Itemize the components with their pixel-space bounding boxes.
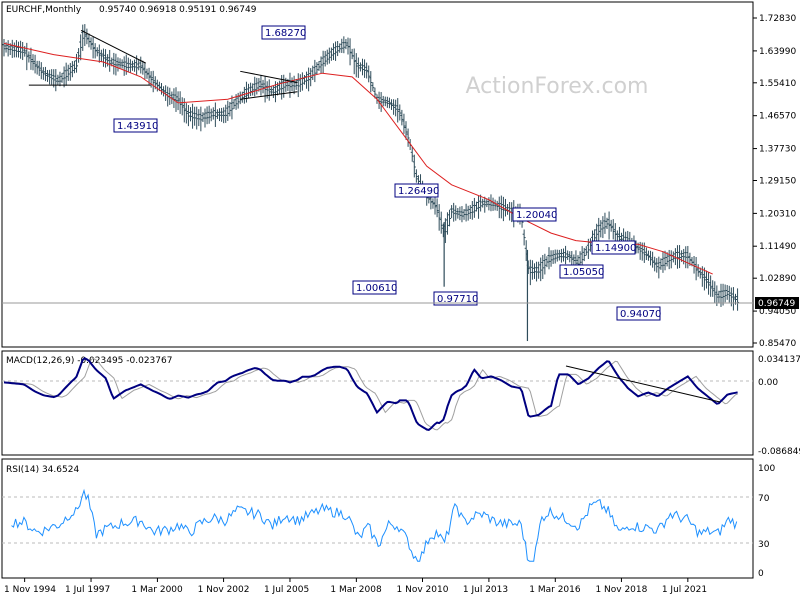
- x-tick-label: 1 Jul 2021: [662, 585, 707, 595]
- price-label-box: [591, 240, 636, 255]
- price-tick-label: 1.37730: [759, 145, 796, 155]
- watermark-text: ActionForex.com: [466, 74, 649, 99]
- price-label-box: [352, 280, 397, 295]
- price-panel: [1, 1, 754, 348]
- price-label-box: [394, 183, 439, 198]
- x-tick-label: 1 Mar 2008: [330, 585, 382, 595]
- x-axis: 1 Nov 1994 1 Jul 1997 1 Mar 2000 1 Nov 2002…: [4, 578, 707, 595]
- price-tick-label: 1.72830: [759, 14, 796, 24]
- x-tick-label: 1 Nov 2018: [595, 585, 647, 595]
- trendline: [240, 91, 298, 100]
- price-label: 1.00610: [356, 283, 397, 294]
- trendline: [240, 70, 298, 83]
- price-tick-label: 0.85470: [759, 339, 796, 349]
- trendline: [80, 29, 146, 64]
- price-tick-label: 1.11490: [759, 242, 796, 252]
- price-tick-label: 1.29150: [759, 177, 796, 187]
- x-tick-label: 1 Jul 2013: [463, 585, 508, 595]
- header: EURCHF,Monthly 0.95740 0.96918 0.95191 0…: [6, 5, 257, 15]
- rsi-tick-30: 30: [758, 540, 770, 550]
- price-tick-label: 1.46570: [759, 112, 796, 122]
- price-label: 1.43910: [117, 121, 158, 132]
- x-tick-label: 1 Jul 2005: [264, 585, 309, 595]
- price-label-box: [559, 264, 604, 279]
- macd-line: [3, 357, 738, 431]
- x-tick-label: 1 Nov 2002: [198, 585, 250, 595]
- price-label-box: [113, 118, 158, 133]
- x-tick-label: 1 Mar 2000: [131, 585, 183, 595]
- macd-tick-zero: 0.00: [758, 378, 778, 388]
- macd-signal-line: [4, 357, 738, 431]
- rsi-tick-100: 100: [758, 464, 775, 474]
- rsi-tick-0: 0: [758, 569, 764, 579]
- ohlc-label: 0.95740 0.96918 0.95191 0.96749: [99, 5, 257, 15]
- price-label-box: [616, 306, 661, 321]
- trendlines: [28, 29, 298, 100]
- rsi-tick-70: 70: [758, 494, 770, 504]
- price-axis: 1.72830 1.63990 1.55410 1.46570 1.37730 1.291…: [753, 14, 796, 349]
- rsi-panel: [1, 458, 754, 579]
- price-label-box: [512, 207, 557, 222]
- x-tick-label: 1 Jul 1997: [65, 585, 110, 595]
- x-tick-label: 1 Mar 2016: [529, 585, 581, 595]
- symbol-label: EURCHF,Monthly: [6, 5, 82, 15]
- price-tick-label: 0.94050: [759, 307, 796, 317]
- price-label: 1.68270: [265, 28, 306, 39]
- price-tick-label: 1.20310: [759, 209, 796, 219]
- x-tick-label: 1 Nov 2010: [397, 585, 449, 595]
- macd-tick-bottom: -0.086849: [758, 447, 800, 457]
- price-label: 1.05050: [563, 267, 604, 278]
- price-label: 1.14900: [595, 243, 636, 254]
- x-tick-label: 1 Nov 1994: [4, 585, 56, 595]
- price-label: 1.20040: [516, 210, 557, 221]
- rsi-label: RSI(14) 34.6524: [6, 465, 79, 475]
- price-label-box: [261, 25, 306, 40]
- price-labels: 1.68270 1.43910 1.26490 1.00610 0.97710 1.200…: [113, 25, 661, 321]
- price-label: 0.94070: [620, 309, 661, 320]
- price-label: 0.97710: [437, 294, 478, 305]
- current-price-label: 0.96749: [758, 299, 795, 309]
- macd-trendline: [565, 365, 721, 403]
- price-tick-label: 1.55410: [759, 79, 796, 89]
- price-label-box: [433, 291, 478, 306]
- price-tick-label: 1.63990: [759, 47, 796, 57]
- price-label: 1.26490: [398, 186, 439, 197]
- price-tick-label: 1.02890: [759, 274, 796, 284]
- current-price-box: [755, 297, 799, 309]
- rsi-line: [11, 488, 738, 562]
- macd-tick-top: 0.034137: [758, 355, 800, 365]
- macd-panel: [1, 350, 754, 456]
